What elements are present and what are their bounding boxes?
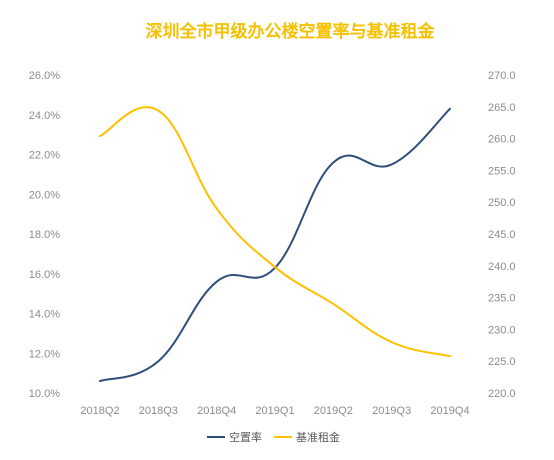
left-tick-label: 10.0% — [29, 388, 60, 400]
left-tick-label: 22.0% — [29, 150, 60, 162]
right-tick-label: 230.0 — [488, 324, 516, 336]
right-tick-label: 220.0 — [488, 388, 516, 400]
series-line-2 — [99, 106, 451, 358]
legend: 空置率 基准租金 — [207, 430, 340, 444]
right-tick-label: 265.0 — [488, 102, 516, 114]
left-tick-label: 18.0% — [29, 229, 60, 241]
left-tick-label: 16.0% — [29, 269, 60, 281]
right-axis-ticks: 220.0 225.0 230.0 235.0 240.0 245.0 250.0 255.0… — [488, 70, 516, 400]
left-tick-label: 26.0% — [29, 70, 60, 82]
right-tick-label: 250.0 — [488, 197, 516, 209]
left-tick-label: 12.0% — [29, 348, 60, 360]
left-tick-label: 20.0% — [29, 189, 60, 201]
left-axis-ticks: 10.0% 12.0% 14.0% 16.0% 18.0% 20.0% 22.0% 24.0%… — [29, 70, 60, 400]
left-tick-label: 24.0% — [29, 110, 60, 122]
right-tick-label: 270.0 — [488, 70, 516, 82]
x-tick-label: 2019Q3 — [372, 405, 411, 417]
chart-title: 深圳全市甲级办公楼空置率与基准租金 — [146, 21, 436, 42]
right-tick-label: 235.0 — [488, 293, 516, 305]
series-line-1 — [99, 107, 451, 383]
x-tick-label: 2019Q4 — [430, 405, 469, 417]
x-axis-ticks: 2018Q2 2018Q3 2018Q4 2019Q1 2019Q2 2019Q3 2019… — [80, 405, 469, 417]
right-tick-label: 240.0 — [488, 261, 516, 273]
right-tick-label: 260.0 — [488, 134, 516, 146]
right-tick-label: 255.0 — [488, 165, 516, 177]
legend-label: 基准租金 — [296, 430, 340, 444]
x-tick-label: 2019Q2 — [314, 405, 353, 417]
legend-label: 空置率 — [229, 430, 262, 444]
x-tick-label: 2019Q1 — [255, 405, 294, 417]
x-tick-label: 2018Q3 — [139, 405, 178, 417]
x-tick-label: 2018Q4 — [197, 405, 236, 417]
left-tick-label: 14.0% — [29, 309, 60, 321]
series-lines — [99, 106, 451, 383]
right-tick-label: 245.0 — [488, 229, 516, 241]
x-tick-label: 2018Q2 — [80, 405, 119, 417]
right-tick-label: 225.0 — [488, 356, 516, 368]
